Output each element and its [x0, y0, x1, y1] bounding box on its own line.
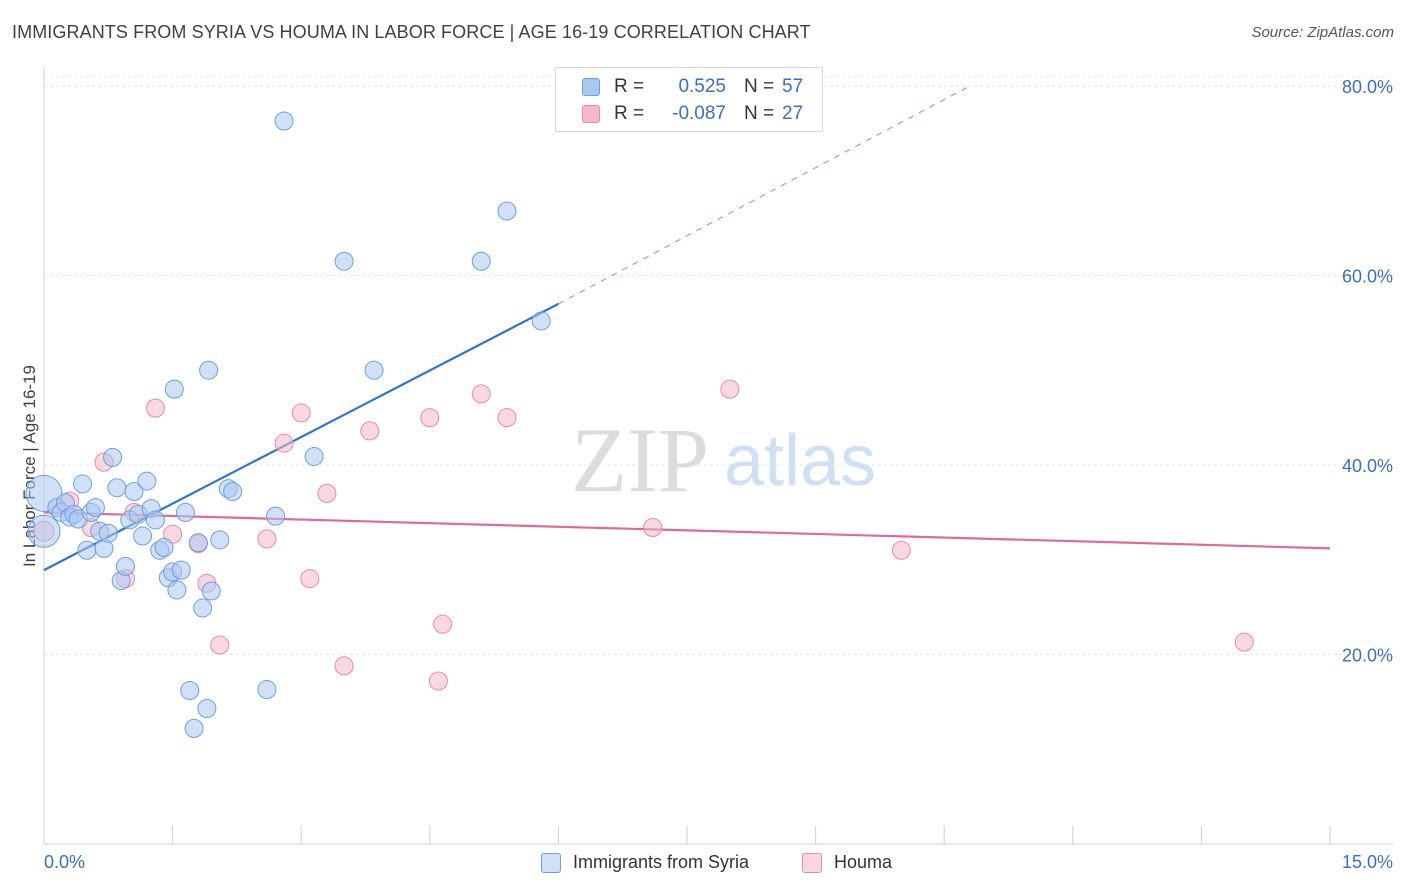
houma-point	[497, 408, 517, 428]
legend-item-houma[interactable]: Houma	[802, 852, 892, 873]
watermark: ZIP atlas	[571, 409, 876, 511]
houma-point	[334, 656, 354, 676]
houma-point	[643, 518, 663, 538]
houma-point	[257, 529, 277, 549]
houma-legend-swatch	[802, 852, 822, 873]
syria-point	[334, 251, 354, 271]
r-label: R =	[614, 103, 645, 124]
syria-point	[531, 311, 551, 331]
syria-point	[188, 533, 208, 553]
houma-point	[360, 421, 380, 441]
n-label: N =	[744, 103, 775, 124]
houma-point	[317, 483, 337, 503]
syria-point	[115, 556, 135, 576]
syria-point	[124, 482, 144, 502]
syria-point	[137, 471, 157, 491]
houma-point	[720, 379, 740, 399]
source-label: Source: ZipAtlas.com	[1251, 24, 1394, 41]
syria-legend-swatch	[541, 852, 561, 873]
syria-point	[167, 580, 187, 600]
houma-point	[891, 540, 911, 560]
syria-point	[154, 537, 174, 557]
syria-point	[27, 514, 61, 548]
legend-label-syria: Immigrants from Syria	[573, 852, 750, 872]
syria-point	[274, 111, 294, 131]
syria-point	[145, 510, 165, 530]
syria-point	[85, 498, 105, 518]
x-tick-label-max: 15.0%	[1341, 852, 1393, 872]
r-value: -0.087	[672, 103, 726, 124]
syria-point	[193, 598, 213, 618]
y-tick-label: 20.0%	[1342, 645, 1393, 665]
houma-point	[471, 384, 491, 404]
syria-point	[199, 360, 219, 380]
syria-point	[471, 251, 491, 271]
r-value: 0.525	[678, 76, 726, 97]
syria-trendline-extension	[558, 85, 971, 305]
syria-point	[184, 718, 204, 738]
syria-point	[180, 680, 200, 700]
syria-point	[265, 506, 285, 526]
syria-point	[77, 540, 97, 560]
syria-point	[103, 447, 123, 467]
axes	[43, 67, 1393, 845]
y-tick-label: 80.0%	[1342, 77, 1393, 97]
n-value: 57	[782, 76, 804, 97]
houma-point	[291, 403, 311, 423]
syria-swatch	[582, 78, 600, 96]
syria-point	[197, 698, 217, 718]
syria-point	[73, 474, 93, 494]
legend-item-syria[interactable]: Immigrants from Syria	[541, 852, 749, 873]
houma-point	[428, 671, 448, 691]
syria-point	[223, 482, 243, 502]
watermark-zip: ZIP	[571, 409, 709, 511]
syria-point	[107, 478, 127, 498]
y-tick-label: 40.0%	[1342, 456, 1393, 476]
syria-point	[175, 502, 195, 522]
syria-point	[497, 201, 517, 221]
syria-point	[257, 680, 277, 700]
syria-point	[171, 560, 191, 580]
correlation-legend: R = 0.525 N = 57 R = -0.087 N = 27	[555, 67, 823, 132]
syria-point	[210, 530, 230, 550]
houma-point	[274, 433, 294, 453]
syria-point	[164, 379, 184, 399]
series-legend: Immigrants from Syria Houma	[0, 852, 1406, 878]
x-tick-label-min: 0.0%	[44, 852, 86, 872]
legend-label-houma: Houma	[834, 852, 893, 872]
houma-point	[420, 408, 440, 428]
legend-row-syria: R = 0.525 N = 57	[582, 74, 803, 100]
n-value: 27	[782, 103, 804, 124]
syria-point	[133, 526, 153, 546]
y-tick-label: 60.0%	[1342, 266, 1393, 286]
houma-point	[145, 398, 165, 418]
houma-swatch	[582, 105, 600, 123]
houma-point	[300, 569, 320, 589]
n-label: N =	[744, 76, 775, 97]
syria-point	[304, 446, 324, 466]
r-label: R =	[614, 76, 645, 97]
legend-row-houma: R = -0.087 N = 27	[582, 101, 803, 127]
houma-point	[1234, 632, 1254, 652]
syria-point	[98, 523, 118, 543]
gridlines	[44, 76, 1393, 655]
syria-point	[201, 581, 221, 601]
syria-trendline	[43, 302, 559, 572]
y-tick-labels: 20.0% 40.0% 60.0% 80.0%	[1342, 77, 1393, 666]
houma-trendline	[43, 511, 1331, 550]
data-points	[25, 111, 1254, 738]
syria-point	[364, 360, 384, 380]
houma-point	[210, 635, 230, 655]
houma-point	[163, 524, 183, 544]
watermark-atlas: atlas	[724, 421, 876, 501]
houma-point	[433, 614, 453, 634]
chart-title: IMMIGRANTS FROM SYRIA VS HOUMA IN LABOR …	[12, 22, 811, 42]
